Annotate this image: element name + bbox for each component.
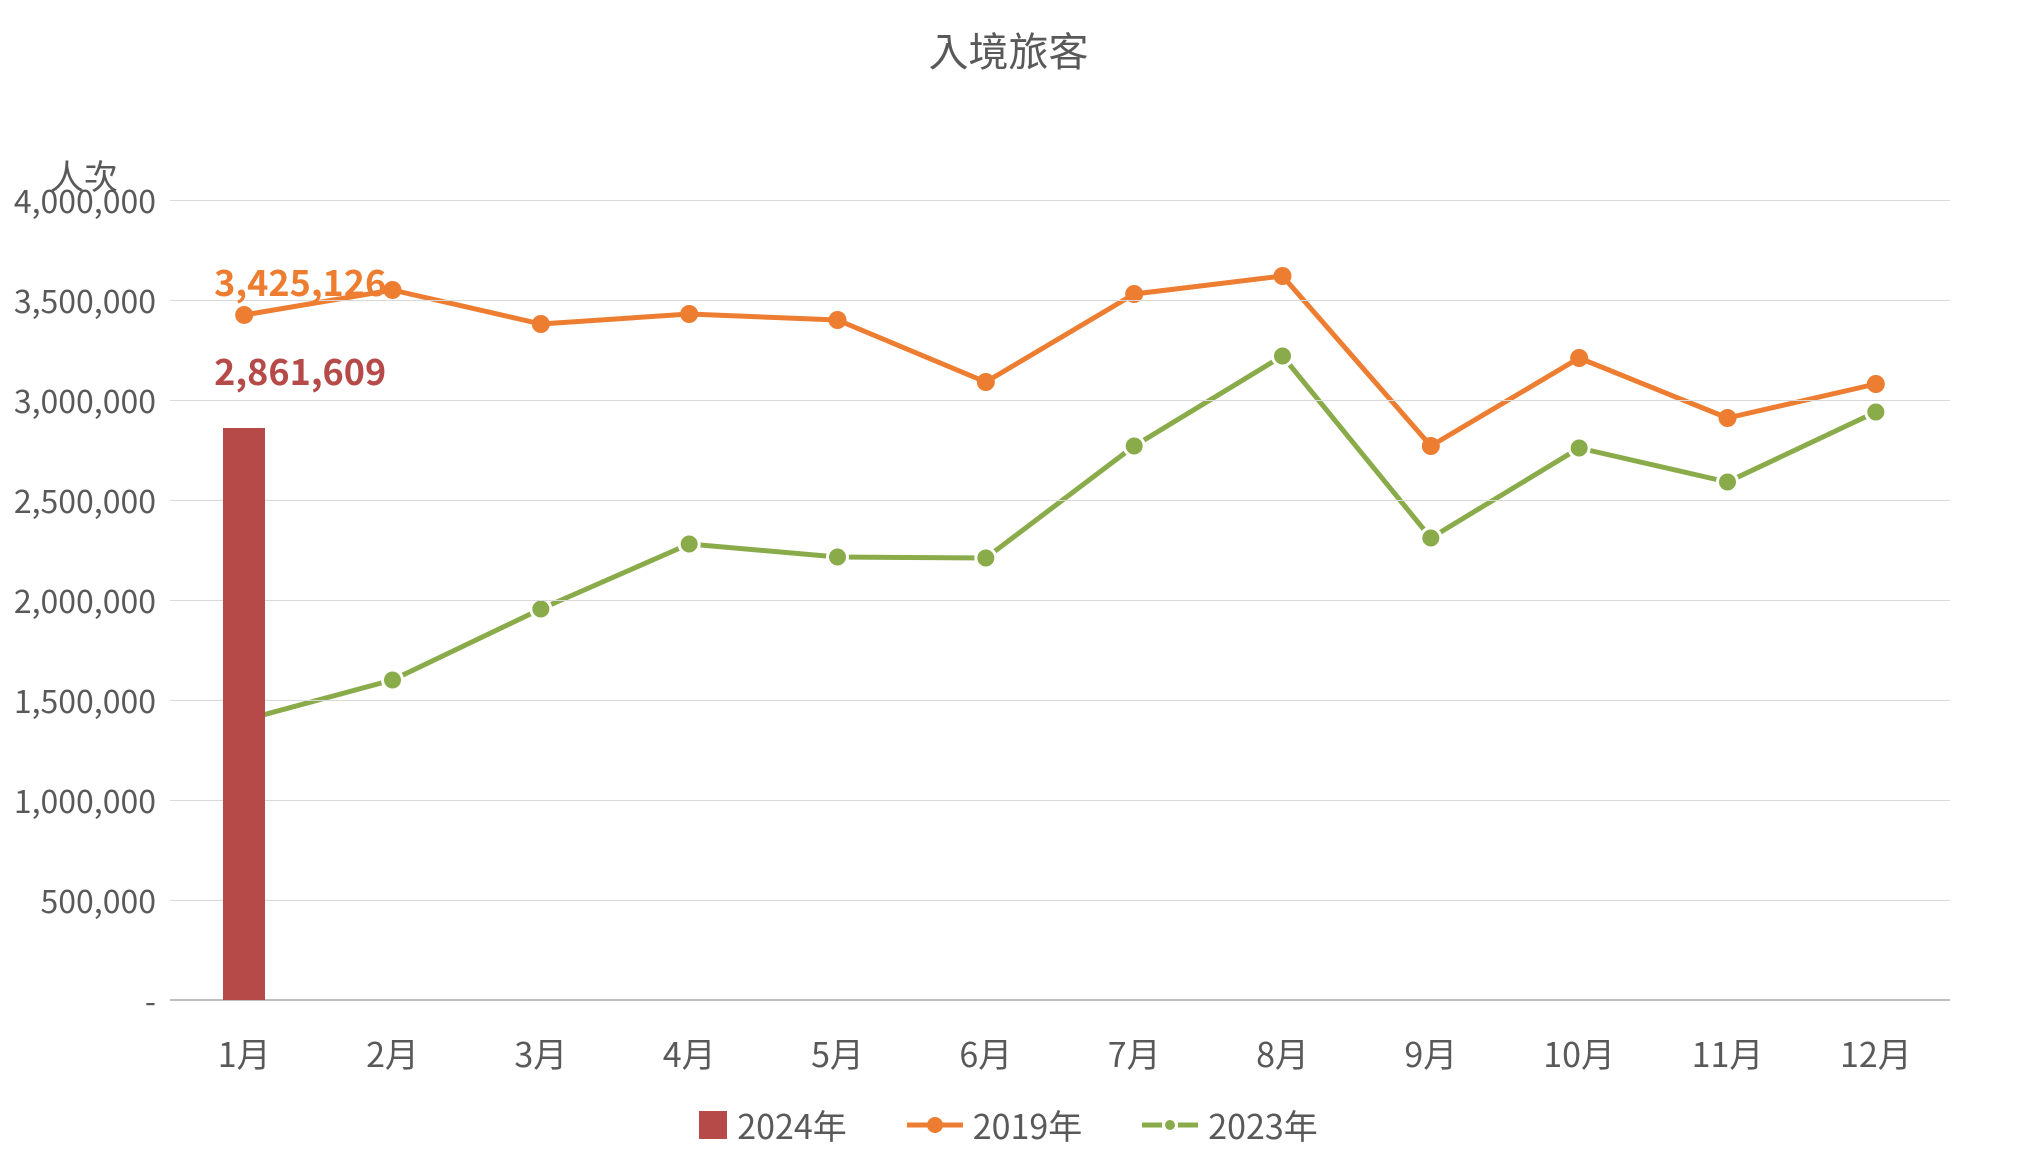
series-2023-marker (1718, 472, 1738, 492)
data-label: 2,861,609 (214, 344, 386, 396)
y-tick-label: 3,000,000 (14, 377, 170, 423)
series-2023-marker (383, 670, 403, 690)
legend-item: 2019年 (907, 1100, 1082, 1149)
gridline (170, 800, 1950, 801)
series-2019-marker (680, 305, 698, 323)
series-2023-marker (531, 599, 551, 619)
y-tick-label: 1,000,000 (14, 777, 170, 823)
x-axis-line (170, 999, 1950, 1001)
x-tick-label: 6月 (959, 1000, 1012, 1077)
y-tick-label: 4,000,000 (14, 177, 170, 223)
plot-area: -500,0001,000,0001,500,0002,000,0002,500… (170, 200, 1950, 1000)
x-tick-label: 7月 (1108, 1000, 1161, 1077)
series-2023-line (244, 356, 1876, 720)
gridline (170, 700, 1950, 701)
x-tick-label: 5月 (811, 1000, 864, 1077)
series-2023-marker (1124, 436, 1144, 456)
legend: 2024年 2019年 2023年 (0, 1100, 2017, 1149)
series-2019-marker (1719, 409, 1737, 427)
legend-item: 2024年 (699, 1100, 846, 1149)
series-2019-marker (532, 315, 550, 333)
series-2023-marker (1866, 402, 1886, 422)
y-tick-label: 2,500,000 (14, 477, 170, 523)
series-2019-marker (1867, 375, 1885, 393)
x-tick-label: 8月 (1256, 1000, 1309, 1077)
gridline (170, 900, 1950, 901)
series-2023-marker (1273, 346, 1293, 366)
series-2023-marker (976, 548, 996, 568)
x-tick-label: 9月 (1404, 1000, 1457, 1077)
series-2019-marker (1422, 437, 1440, 455)
chart-title: 入境旅客 (0, 20, 2017, 78)
data-label: 3,425,126 (214, 255, 386, 307)
series-2019-marker (977, 373, 995, 391)
series-2019-marker (235, 306, 253, 324)
x-tick-label: 2月 (366, 1000, 419, 1077)
series-2023-marker (1569, 438, 1589, 458)
x-tick-label: 12月 (1840, 1000, 1912, 1077)
y-tick-label: - (145, 977, 170, 1023)
y-tick-label: 1,500,000 (14, 677, 170, 723)
legend-swatch-line (907, 1115, 963, 1135)
y-tick-label: 500,000 (41, 877, 170, 923)
x-tick-label: 3月 (514, 1000, 567, 1077)
series-2019-marker (1570, 349, 1588, 367)
series-2023-marker (1421, 528, 1441, 548)
series-2019-line (244, 276, 1876, 446)
series-2019-marker (829, 311, 847, 329)
legend-label: 2024年 (737, 1100, 846, 1149)
legend-swatch-bar (699, 1111, 727, 1139)
y-tick-label: 2,000,000 (14, 577, 170, 623)
legend-label: 2023年 (1208, 1100, 1317, 1149)
legend-item: 2023年 (1142, 1100, 1317, 1149)
gridline (170, 200, 1950, 201)
bar-2024 (223, 428, 265, 1000)
series-2019-marker (1274, 267, 1292, 285)
chart-container: 入境旅客 人次 -500,0001,000,0001,500,0002,000,… (0, 0, 2017, 1173)
x-tick-label: 1月 (218, 1000, 271, 1077)
legend-swatch-line (1142, 1115, 1198, 1135)
gridline (170, 500, 1950, 501)
x-tick-label: 4月 (663, 1000, 716, 1077)
series-2023-marker (679, 534, 699, 554)
series-2023-marker (828, 547, 848, 567)
x-tick-label: 10月 (1543, 1000, 1615, 1077)
legend-label: 2019年 (973, 1100, 1082, 1149)
y-tick-label: 3,500,000 (14, 277, 170, 323)
gridline (170, 600, 1950, 601)
gridline (170, 400, 1950, 401)
gridline (170, 300, 1950, 301)
x-tick-label: 11月 (1692, 1000, 1764, 1077)
